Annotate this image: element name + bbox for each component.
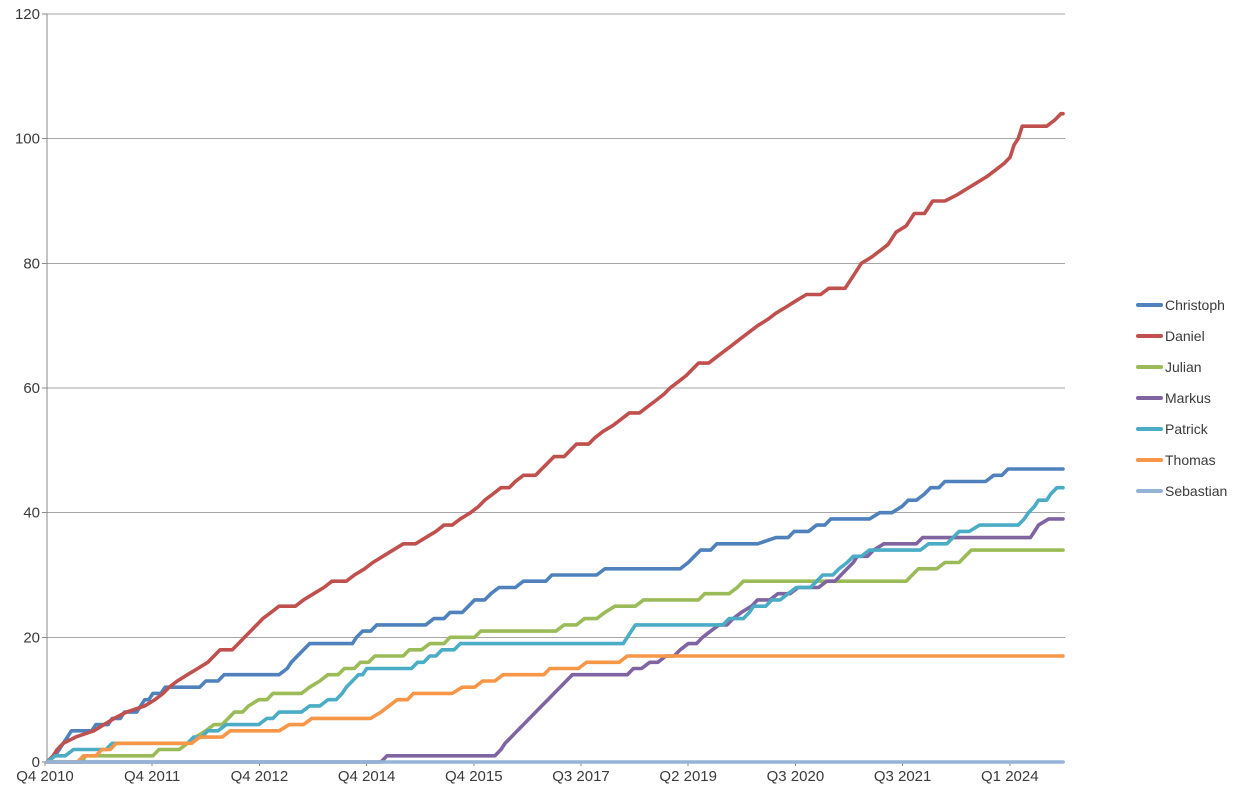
x-axis-tick-label: Q2 2019 (659, 768, 717, 785)
y-axis-tick-label: 0 (32, 754, 40, 771)
x-axis-tick-label: Q4 2015 (445, 768, 503, 785)
legend-label: Patrick (1165, 421, 1208, 437)
x-axis-tick-label: Q3 2017 (552, 768, 610, 785)
y-axis-tick-label: 80 (23, 255, 40, 272)
x-axis-tick-label: Q3 2020 (767, 768, 825, 785)
legend-swatch-thomas (1136, 458, 1163, 462)
y-axis-tick-label: 120 (15, 6, 40, 23)
x-axis-tick-label: Q4 2010 (16, 768, 74, 785)
legend-label: Markus (1165, 390, 1211, 406)
series-line-markus (45, 517, 1065, 764)
legend-item-thomas[interactable]: Thomas (1136, 451, 1227, 469)
legend-swatch-daniel (1136, 334, 1163, 338)
x-axis-tick-label: Q4 2012 (231, 768, 289, 785)
legend-label: Julian (1165, 359, 1202, 375)
chart-legend: Christoph Daniel Julian Markus Patrick Thomas… (1136, 296, 1227, 500)
legend-item-sebastian[interactable]: Sebastian (1136, 482, 1227, 500)
series-line-julian (45, 548, 1065, 764)
legend-swatch-christoph (1136, 303, 1163, 307)
series-line-daniel (45, 111, 1065, 764)
legend-swatch-julian (1136, 365, 1163, 369)
legend-label: Thomas (1165, 452, 1216, 468)
legend-item-julian[interactable]: Julian (1136, 358, 1227, 376)
x-axis-tick-label: Q1 2024 (981, 768, 1039, 785)
legend-swatch-markus (1136, 396, 1163, 400)
legend-item-markus[interactable]: Markus (1136, 389, 1227, 407)
x-axis-tick-label: Q3 2021 (874, 768, 932, 785)
y-axis-tick-label: 100 (15, 131, 40, 148)
series-line-thomas (45, 654, 1065, 764)
legend-label: Christoph (1165, 297, 1225, 313)
legend-swatch-patrick (1136, 427, 1163, 431)
x-axis-tick-label: Q4 2011 (124, 768, 180, 785)
y-axis-tick-label: 20 (23, 629, 40, 646)
series-line-patrick (45, 485, 1065, 764)
legend-item-daniel[interactable]: Daniel (1136, 327, 1227, 345)
legend-item-christoph[interactable]: Christoph (1136, 296, 1227, 314)
legend-label: Sebastian (1165, 483, 1228, 499)
legend-item-patrick[interactable]: Patrick (1136, 420, 1227, 438)
x-axis-tick-label: Q4 2014 (338, 768, 396, 785)
y-axis-tick-label: 60 (23, 380, 40, 397)
legend-label: Daniel (1165, 328, 1205, 344)
y-axis-tick-label: 40 (23, 505, 40, 522)
legend-swatch-sebastian (1136, 489, 1163, 493)
